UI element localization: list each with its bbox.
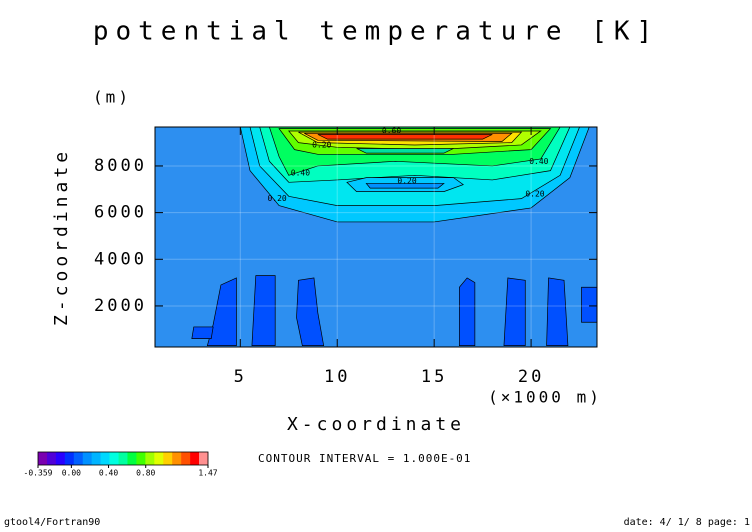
contour-label: 0.20: [312, 140, 331, 149]
colorbar-cell: [64, 452, 75, 465]
colorbar-cell: [46, 452, 57, 465]
y-tick-label: 8000: [94, 156, 147, 176]
contour-region: [251, 275, 276, 346]
contour-label: 0.20: [397, 177, 416, 186]
y-tick-label: 6000: [94, 203, 147, 223]
colorbar-cell: [127, 452, 137, 465]
colorbar-tick-label: 0.40: [99, 469, 118, 478]
chart-title: potential temperature [K]: [93, 17, 659, 47]
y-tick-label: 2000: [94, 296, 147, 316]
y-tick-label: 4000: [94, 249, 147, 269]
contour-label: 0.20: [267, 194, 286, 203]
colorbar-cell: [199, 452, 209, 465]
contour-region: [459, 277, 476, 346]
colorbar-cell: [136, 452, 146, 465]
x-tick-label: 20: [518, 367, 544, 387]
contour-region: [365, 183, 445, 189]
contour-region: [296, 277, 325, 346]
x-tick-label: 15: [421, 367, 447, 387]
contour-label: 0.40: [529, 157, 548, 166]
colorbar-cell: [163, 452, 173, 465]
colorbar-cell: [109, 452, 119, 465]
colorbar-tick-label: 0.80: [136, 469, 155, 478]
colorbar-cell: [145, 452, 155, 465]
contour-region: [317, 134, 493, 140]
contour-label: 0.60: [382, 126, 401, 135]
y-unit: (m): [93, 88, 131, 107]
colorbar-cell: [172, 452, 182, 465]
colorbar-cell: [82, 452, 92, 465]
colorbar-cell: [154, 452, 164, 465]
colorbar-cell: [100, 452, 110, 465]
colorbar-cell: [73, 452, 84, 465]
contour-label: 0.20: [525, 189, 544, 198]
plot-frame: [154, 126, 598, 348]
contour-region: [503, 277, 526, 346]
colorbar-tick-label: 0.00: [62, 469, 81, 478]
colorbar-cell: [91, 452, 101, 465]
footer-right: date: 4/ 1/ 8 page: 1: [624, 517, 750, 528]
contour-region: [581, 286, 598, 323]
contour-label: 0.40: [291, 168, 310, 177]
contour-region: [191, 326, 214, 339]
colorbar-cell: [55, 452, 66, 465]
x-unit: (×1000 m): [488, 388, 602, 407]
contour-region: [356, 148, 454, 154]
colorbar-tick-label: 1.47: [198, 469, 217, 478]
x-tick-label: 10: [324, 367, 350, 387]
footer-left: gtool4/Fortran90: [4, 517, 100, 528]
x-axis-label: X-coordinate: [287, 414, 465, 435]
colorbar-tick-label: -0.359: [24, 469, 53, 478]
x-tick-label: 5: [234, 367, 247, 387]
colorbar-cell: [190, 452, 200, 465]
colorbar-frame: [37, 451, 209, 466]
colorbar-cell: [118, 452, 128, 465]
colorbar-cell: [38, 452, 48, 465]
colorbar-cell: [181, 452, 191, 465]
y-axis-label: Z-coordinate: [51, 148, 72, 326]
contour-interval: CONTOUR INTERVAL = 1.000E-01: [258, 452, 471, 465]
contour-region: [546, 277, 569, 346]
